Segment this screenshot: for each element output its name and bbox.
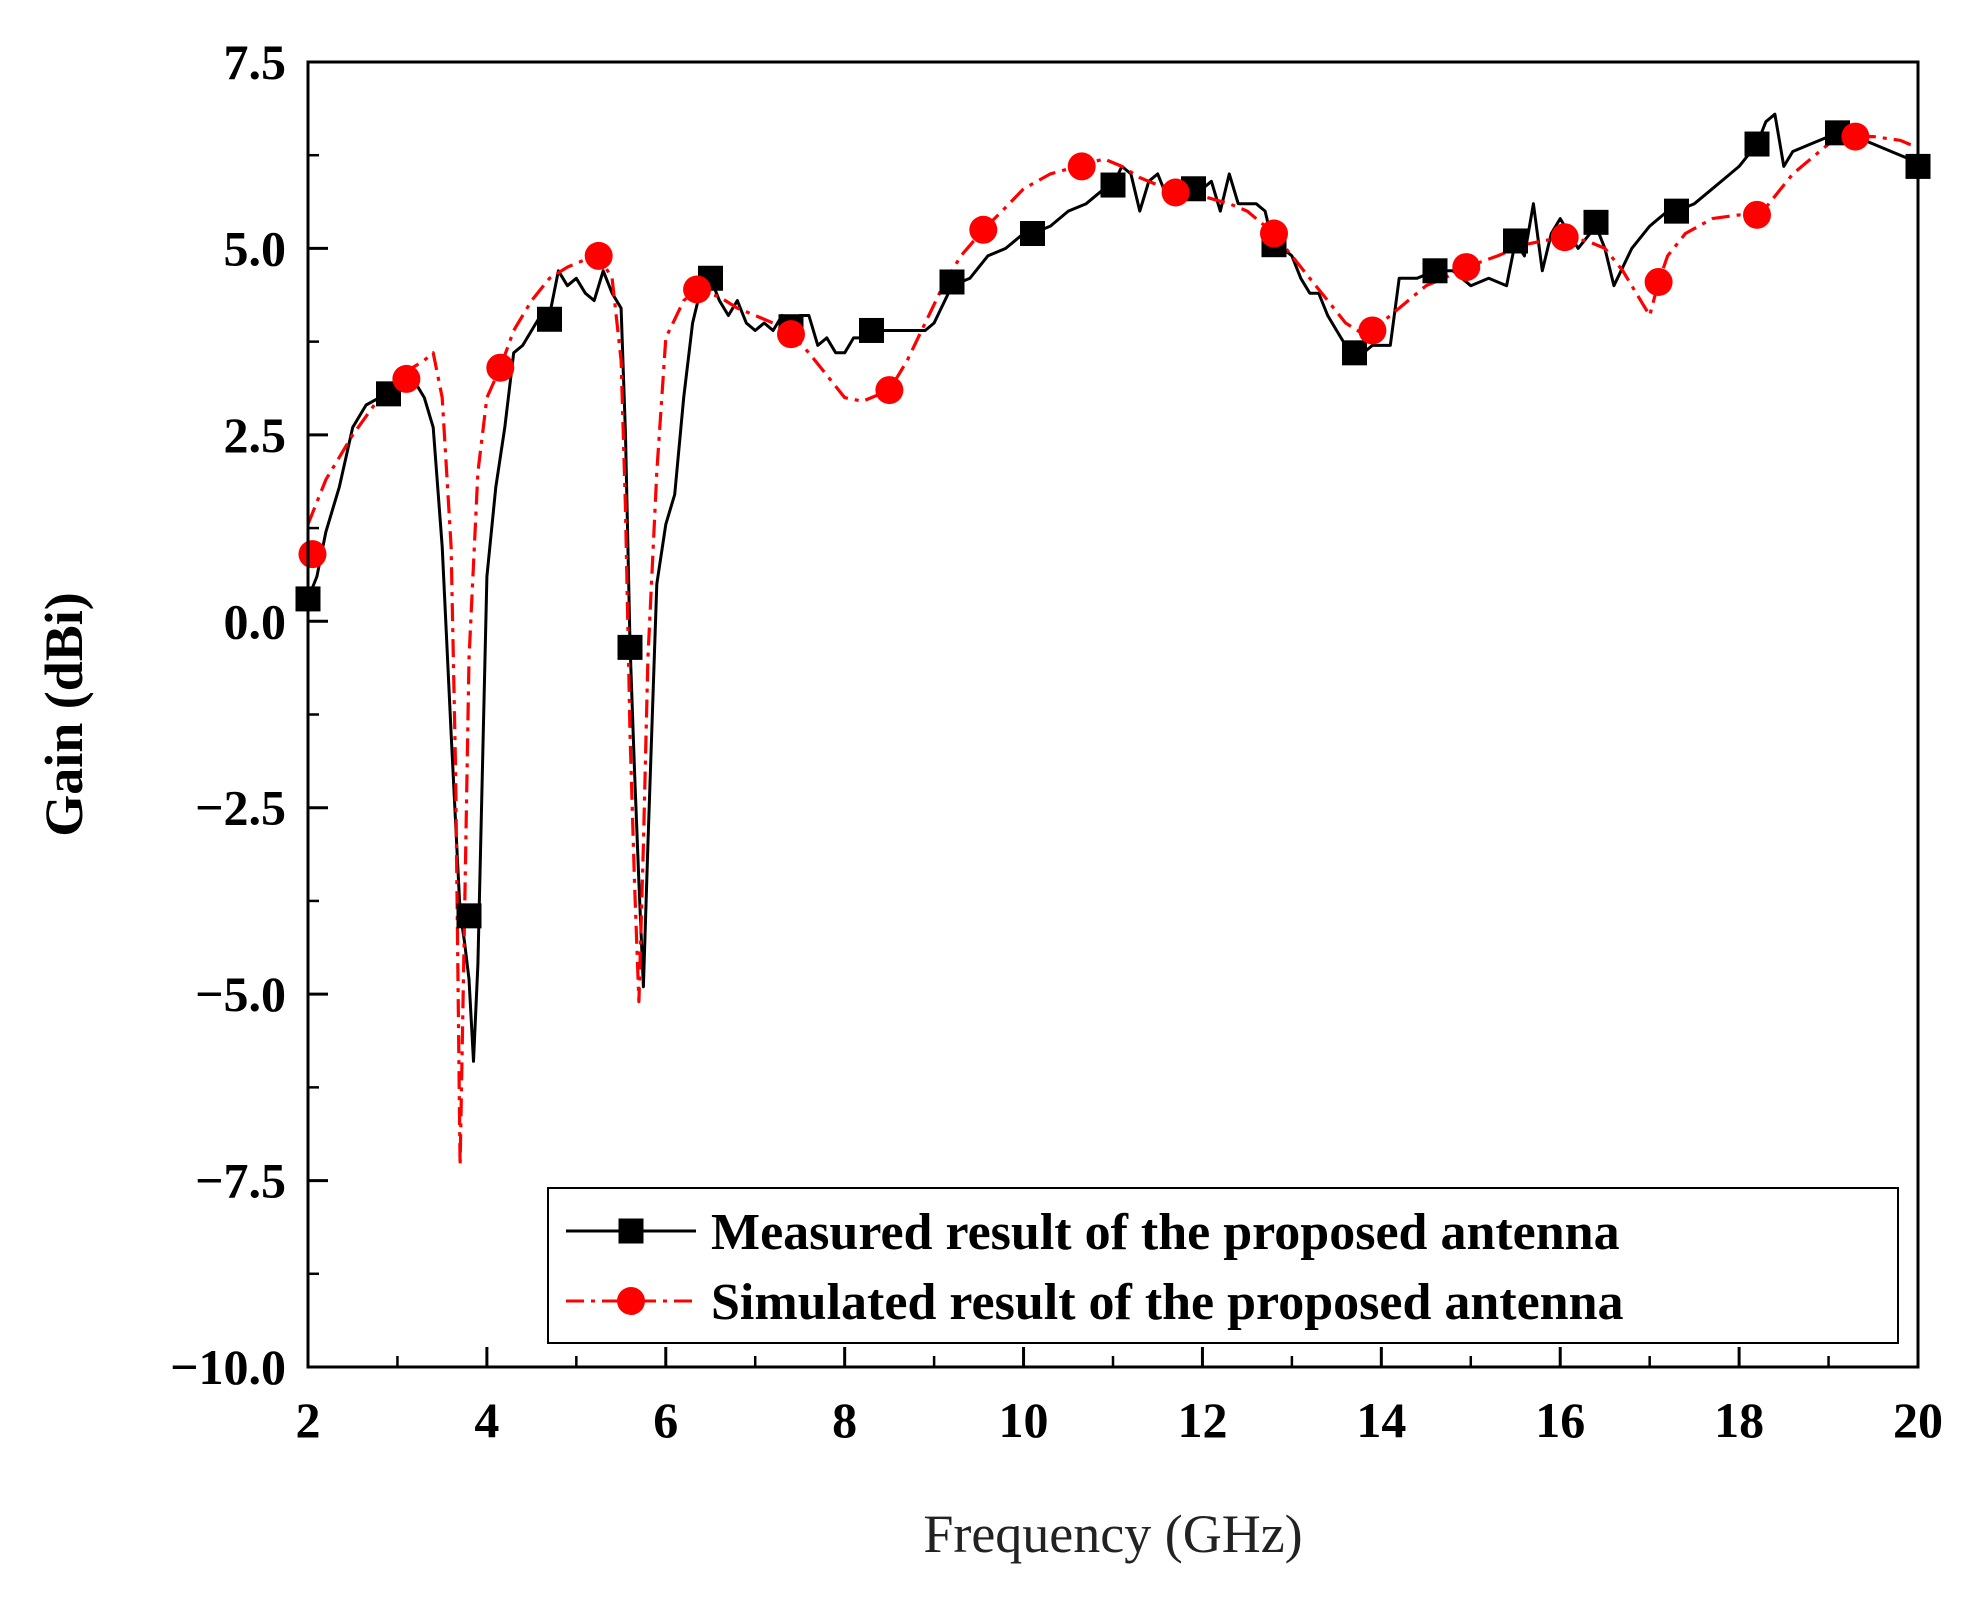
x-tick-label: 8 bbox=[832, 1392, 857, 1448]
x-tick-label: 10 bbox=[999, 1392, 1049, 1448]
x-tick-label: 12 bbox=[1177, 1392, 1227, 1448]
y-tick-label: −10.0 bbox=[170, 1339, 286, 1395]
x-tick-label: 2 bbox=[296, 1392, 321, 1448]
measured-data-point bbox=[1664, 198, 1689, 224]
y-tick-label: −7.5 bbox=[195, 1153, 286, 1209]
simulated-data-point bbox=[486, 353, 515, 382]
simulated-data-point bbox=[1743, 200, 1771, 229]
measured-data-point bbox=[1020, 221, 1045, 247]
legend-box bbox=[547, 1187, 1899, 1344]
y-tick-label: 7.5 bbox=[224, 34, 287, 90]
measured-data-point bbox=[1342, 340, 1367, 366]
legend-marker-simulated bbox=[617, 1287, 645, 1315]
y-tick-label: 5.0 bbox=[224, 220, 287, 276]
legend-label-simulated: Simulated result of the proposed antenna bbox=[711, 1274, 1624, 1331]
y-tick-label: −5.0 bbox=[195, 966, 286, 1022]
y-tick-label: −2.5 bbox=[195, 780, 286, 836]
simulated-data-point bbox=[584, 241, 613, 270]
tick-layer: 2 4 6 8 10 12 14 16 18 20 −10.0 −7.5 −5.0 −2.5 0.0 2.5 5… bbox=[170, 34, 1943, 1448]
simulated-data-point bbox=[1841, 122, 1870, 151]
x-tick-label: 20 bbox=[1893, 1392, 1943, 1448]
simulated-data-point bbox=[683, 275, 712, 304]
marker-layer bbox=[295, 120, 1931, 929]
y-axis-title: Gain (dBi) bbox=[34, 592, 94, 837]
simulated-data-point bbox=[777, 320, 805, 349]
measured-data-point bbox=[939, 269, 965, 295]
simulated-data-point bbox=[392, 364, 421, 393]
simulated-data-point bbox=[1452, 253, 1481, 282]
measured-data-point bbox=[859, 317, 884, 343]
simulated-data-point bbox=[1161, 178, 1190, 207]
measured-data-point bbox=[1583, 209, 1609, 235]
y-tick-label: 0.0 bbox=[224, 593, 287, 649]
measured-data-point bbox=[1503, 228, 1528, 254]
simulated-data-point bbox=[298, 540, 327, 569]
simulated-data-point bbox=[1358, 316, 1387, 345]
simulated-data-point bbox=[875, 376, 904, 405]
simulated-data-point bbox=[1644, 267, 1673, 296]
legend: Measured result of the proposed antenna … bbox=[547, 1187, 1899, 1344]
measured-data-point bbox=[1744, 131, 1770, 157]
simulated-data-point bbox=[1067, 152, 1096, 181]
legend-marker-measured bbox=[618, 1218, 644, 1244]
simulated-data-point bbox=[1260, 219, 1288, 248]
x-tick-label: 6 bbox=[653, 1392, 678, 1448]
x-tick-label: 14 bbox=[1356, 1392, 1406, 1448]
measured-data-point bbox=[456, 903, 482, 929]
x-tick-label: 16 bbox=[1535, 1392, 1585, 1448]
x-axis-title: Frequency (GHz) bbox=[923, 1504, 1302, 1564]
measured-data-point bbox=[1100, 172, 1126, 198]
simulated-data-point bbox=[1550, 223, 1579, 252]
y-tick-label: 2.5 bbox=[224, 407, 287, 463]
measured-data-point bbox=[537, 306, 562, 332]
x-tick-label: 4 bbox=[474, 1392, 499, 1448]
measured-data-point bbox=[617, 634, 643, 660]
measured-data-point bbox=[1422, 258, 1448, 284]
legend-label-measured: Measured result of the proposed antenna bbox=[711, 1204, 1620, 1261]
x-tick-label: 18 bbox=[1714, 1392, 1764, 1448]
simulated-data-point bbox=[969, 215, 998, 244]
